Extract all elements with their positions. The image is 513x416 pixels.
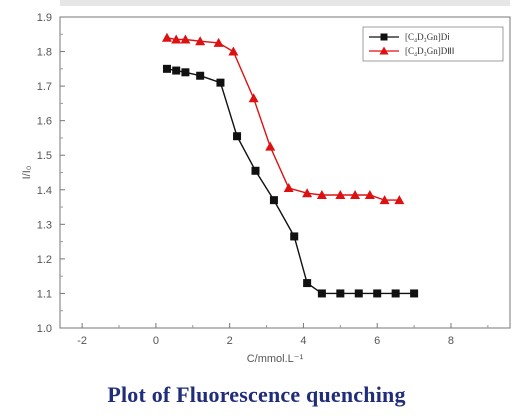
series-1-point <box>317 289 326 298</box>
legend-box <box>362 26 504 62</box>
series-2-point <box>335 189 346 199</box>
series-1-point <box>181 68 190 77</box>
legend-label-series-1: [C₄D₃Gn]Dⅰ <box>405 32 450 42</box>
series-2-point <box>394 195 405 205</box>
y-axis-label: I/I₀ <box>21 166 33 180</box>
legend: [C₄D₃Gn]Dⅰ [C₄D₃Gn]DⅡⅠ <box>362 26 504 62</box>
legend-marker-series-1 <box>380 33 388 41</box>
series-1-point <box>162 64 171 73</box>
series-1-point <box>290 232 299 241</box>
y-tick-label: 1.7 <box>37 81 52 93</box>
series-1-point <box>336 289 345 298</box>
series-1-point <box>269 196 278 205</box>
series-2-point <box>302 188 313 198</box>
legend-label-series-2: [C₄D₃Gn]DⅡⅠ <box>405 46 454 56</box>
y-tick-label: 1.6 <box>37 116 52 128</box>
fluorescence-chart: 1.0 1.1 1.2 1.3 1.4 1.5 1.6 1.7 1.8 1.9 -2 0 2 4 6 8 [C… <box>21 12 511 365</box>
y-tick-label: 1.8 <box>37 47 52 59</box>
series-1-point <box>251 166 260 175</box>
series-1-point <box>373 289 382 298</box>
axis-ticks: 1.0 1.1 1.2 1.3 1.4 1.5 1.6 1.7 1.8 1.9 -2 0 2 4 6 8 <box>37 12 489 347</box>
series-2-point <box>350 189 361 199</box>
series-2-point <box>265 141 276 151</box>
series-2-line <box>166 37 400 201</box>
series-2-point <box>180 34 191 44</box>
series-1-point <box>354 289 363 298</box>
y-tick-label: 1.5 <box>37 150 52 162</box>
y-tick-label: 1.4 <box>37 185 52 197</box>
y-tick-label: 1.0 <box>37 323 52 335</box>
series-2-point <box>171 34 182 44</box>
series-2-point <box>228 46 239 56</box>
series-2-point <box>161 32 172 42</box>
x-tick-label: 0 <box>153 335 159 347</box>
cropped-title-strip <box>60 0 510 6</box>
series-2-point <box>213 37 224 47</box>
series-2-point <box>379 195 390 205</box>
y-tick-label: 1.1 <box>37 288 52 300</box>
x-axis-label: C/mmol.L⁻¹ <box>247 353 304 365</box>
series-1-point <box>216 78 225 87</box>
series-2-point <box>316 189 327 199</box>
series-1-point <box>391 289 400 298</box>
figure-caption: Plot of Fluorescence quenching <box>107 382 406 407</box>
x-tick-label: 4 <box>300 335 306 347</box>
series-2-point <box>364 189 375 199</box>
x-tick-label: 8 <box>448 335 454 347</box>
series-1-point <box>303 279 312 288</box>
plot-frame <box>59 16 511 329</box>
x-tick-label: 2 <box>227 335 233 347</box>
legend-marker-series-2 <box>379 46 389 55</box>
series-1-point <box>233 132 242 141</box>
series-1-point <box>410 289 419 298</box>
y-tick-label: 1.3 <box>37 219 52 231</box>
y-tick-label: 1.2 <box>37 254 52 266</box>
x-tick-label: 6 <box>374 335 380 347</box>
x-tick-label: -2 <box>77 335 87 347</box>
series-1-line <box>166 68 415 295</box>
series-2-point <box>195 36 206 46</box>
series-1-point <box>172 66 181 75</box>
series-1-point <box>196 71 205 80</box>
series-layer <box>161 32 419 298</box>
y-tick-label: 1.9 <box>37 12 52 24</box>
series-2-point <box>248 93 259 103</box>
series-2-point <box>283 183 294 193</box>
